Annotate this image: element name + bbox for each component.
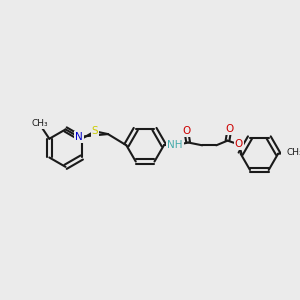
Text: S: S <box>92 126 98 136</box>
Text: CH₃: CH₃ <box>286 148 300 157</box>
Text: O: O <box>235 140 243 149</box>
Text: O: O <box>225 124 233 134</box>
Text: O: O <box>182 126 190 136</box>
Text: NH: NH <box>167 140 183 150</box>
Text: N: N <box>75 132 83 142</box>
Text: CH₃: CH₃ <box>32 119 48 128</box>
